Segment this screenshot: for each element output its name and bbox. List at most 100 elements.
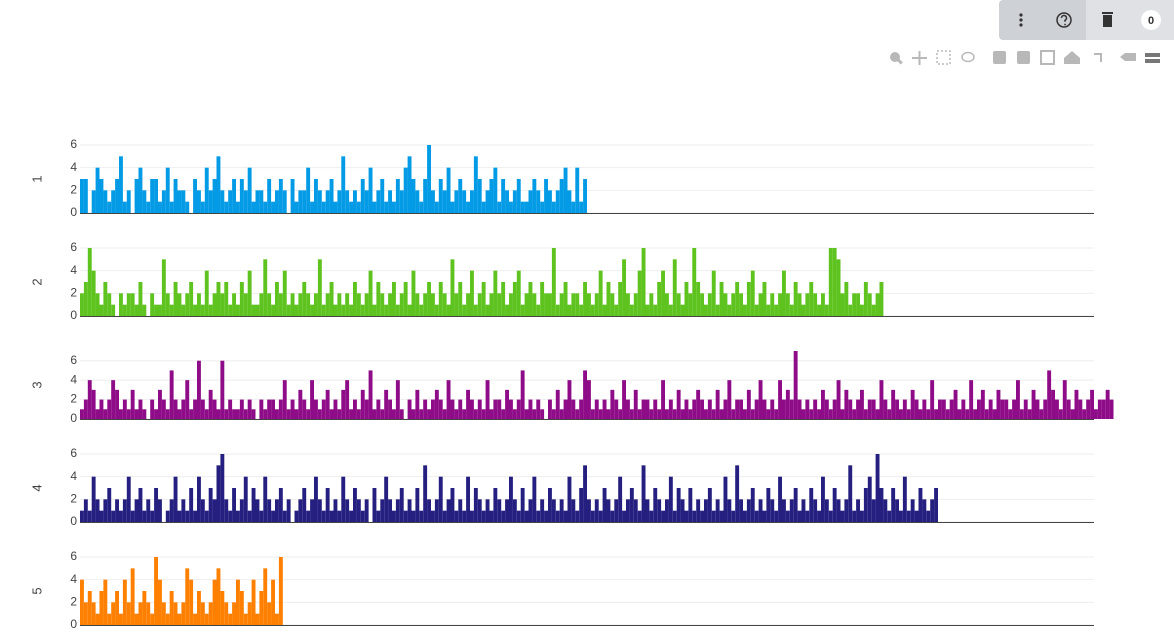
bar bbox=[329, 510, 334, 522]
bar bbox=[399, 409, 404, 419]
bar bbox=[251, 409, 256, 419]
bar bbox=[750, 270, 755, 316]
bar bbox=[384, 476, 389, 522]
autoscale-button[interactable] bbox=[1040, 50, 1055, 65]
bar bbox=[926, 510, 931, 522]
menu-button[interactable] bbox=[1019, 13, 1023, 27]
hover-compare-button[interactable] bbox=[1145, 53, 1160, 63]
y-tick-label: 6 bbox=[70, 549, 77, 563]
bar bbox=[204, 409, 209, 419]
bar bbox=[957, 409, 962, 419]
bar bbox=[212, 399, 217, 419]
lasso-button[interactable] bbox=[961, 51, 975, 63]
bar bbox=[173, 179, 178, 213]
bar bbox=[193, 399, 197, 419]
bar bbox=[99, 179, 104, 213]
zoom-out-button[interactable] bbox=[1017, 51, 1030, 64]
pan-button[interactable] bbox=[912, 51, 927, 65]
bar bbox=[376, 190, 381, 213]
hover-closest-button[interactable] bbox=[1120, 53, 1136, 61]
bar bbox=[661, 380, 665, 419]
bar bbox=[115, 389, 119, 419]
bar bbox=[251, 304, 256, 316]
bar bbox=[228, 304, 233, 316]
bar bbox=[399, 488, 404, 522]
bar bbox=[263, 476, 268, 522]
bar bbox=[532, 476, 537, 522]
bar bbox=[146, 602, 151, 625]
zoom-in-button[interactable] bbox=[993, 51, 1006, 64]
bar bbox=[930, 380, 935, 419]
help-button[interactable] bbox=[1056, 12, 1072, 28]
bar bbox=[251, 579, 256, 625]
bar bbox=[548, 293, 552, 316]
bar bbox=[770, 499, 775, 522]
bar bbox=[466, 293, 470, 316]
bar bbox=[902, 476, 907, 522]
bar bbox=[255, 499, 260, 522]
bar bbox=[743, 304, 747, 316]
bar bbox=[251, 201, 256, 213]
bar bbox=[119, 409, 123, 419]
bar bbox=[415, 389, 420, 419]
bar bbox=[122, 399, 127, 419]
bar bbox=[559, 293, 564, 316]
bar bbox=[150, 399, 155, 419]
bar bbox=[434, 304, 439, 316]
bar bbox=[731, 293, 736, 316]
bar bbox=[672, 510, 677, 522]
bar bbox=[356, 499, 361, 522]
reset-button[interactable] bbox=[1064, 51, 1080, 64]
bar bbox=[665, 293, 669, 316]
bar bbox=[641, 465, 646, 522]
bar bbox=[918, 409, 923, 419]
bar bbox=[395, 304, 400, 316]
bar bbox=[126, 293, 131, 316]
bar bbox=[774, 409, 779, 419]
bar bbox=[95, 613, 100, 625]
spike-button[interactable] bbox=[1094, 53, 1102, 62]
zoom-button[interactable] bbox=[890, 52, 903, 65]
bar bbox=[341, 476, 346, 522]
bar bbox=[610, 293, 615, 316]
select-button[interactable] bbox=[936, 50, 951, 65]
bar bbox=[298, 389, 303, 419]
bar bbox=[107, 201, 112, 213]
bar bbox=[785, 389, 790, 419]
bar bbox=[423, 179, 428, 213]
bar bbox=[583, 370, 587, 419]
bar bbox=[107, 613, 112, 625]
bar bbox=[626, 499, 630, 522]
bar bbox=[450, 399, 455, 419]
bar bbox=[762, 282, 767, 316]
bar bbox=[754, 399, 759, 419]
delete-button[interactable] bbox=[1102, 12, 1113, 27]
bar bbox=[1070, 409, 1075, 419]
bar bbox=[423, 465, 428, 522]
bar bbox=[185, 568, 190, 625]
bar bbox=[505, 389, 509, 419]
bar bbox=[220, 190, 225, 213]
bar bbox=[197, 190, 201, 213]
bar bbox=[434, 499, 439, 522]
bar bbox=[197, 360, 201, 419]
bar bbox=[774, 510, 779, 522]
bar bbox=[614, 399, 619, 419]
bar bbox=[637, 510, 642, 522]
bar bbox=[723, 293, 728, 316]
y-tick-label: 0 bbox=[70, 514, 77, 528]
bar bbox=[298, 499, 303, 522]
bar bbox=[278, 557, 283, 625]
bar bbox=[138, 399, 143, 419]
bar bbox=[563, 167, 568, 213]
bar bbox=[278, 293, 283, 316]
bar bbox=[360, 510, 365, 522]
bar bbox=[1090, 389, 1094, 419]
bar bbox=[548, 488, 552, 522]
bar bbox=[411, 270, 416, 316]
bar bbox=[388, 499, 392, 522]
bar bbox=[887, 510, 892, 522]
bar bbox=[1051, 389, 1055, 419]
bar bbox=[743, 409, 747, 419]
bar bbox=[165, 613, 170, 625]
